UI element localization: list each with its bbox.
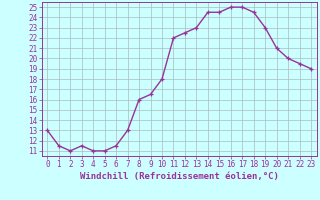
X-axis label: Windchill (Refroidissement éolien,°C): Windchill (Refroidissement éolien,°C) [80, 172, 279, 181]
